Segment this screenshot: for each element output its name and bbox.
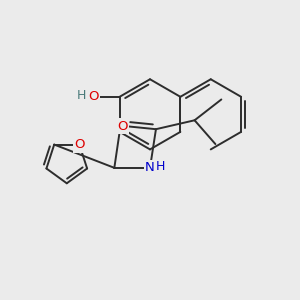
Text: O: O [117,120,128,133]
Text: O: O [74,138,85,151]
Text: N: N [145,161,155,174]
Text: H: H [156,160,165,173]
Text: H: H [77,89,86,102]
Text: O: O [88,90,99,103]
